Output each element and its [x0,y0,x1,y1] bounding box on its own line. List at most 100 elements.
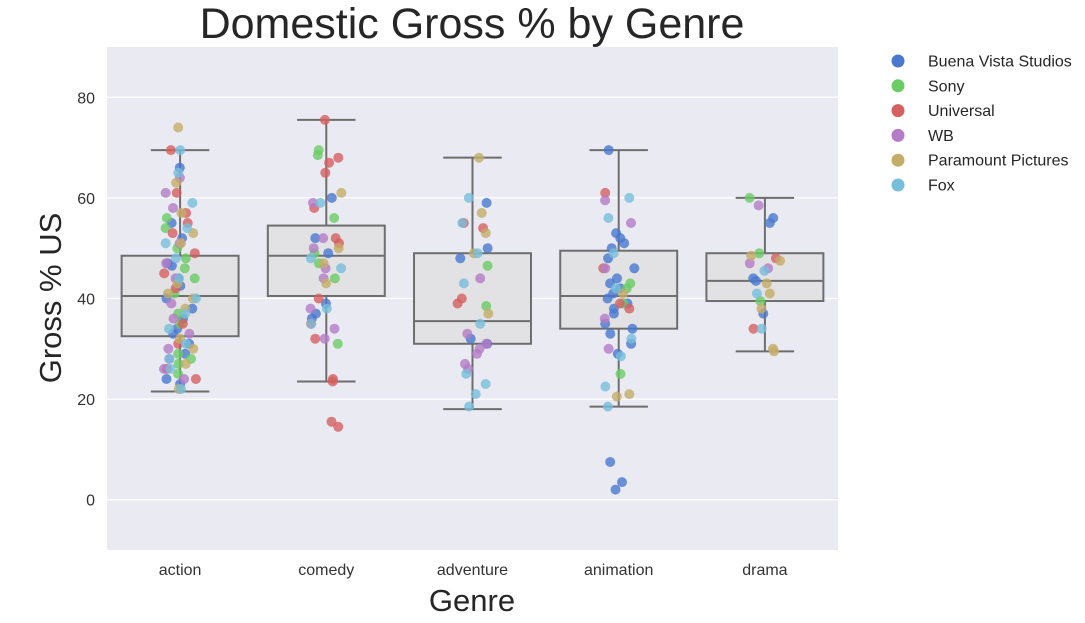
data-point [605,328,616,339]
data-point [180,358,191,369]
y-tick-label: 20 [77,392,95,409]
data-point [188,343,199,354]
data-point [600,195,611,206]
data-point [615,351,626,362]
chart-title: Domestic Gross % by Genre [200,0,745,48]
data-point [751,275,761,286]
legend-label: Sony [928,78,964,95]
data-point [482,260,493,271]
x-tick-label-comedy: comedy [298,562,354,579]
data-point [611,391,622,402]
data-point [318,258,329,269]
data-point [310,233,321,244]
data-point [626,218,636,228]
data-point [166,298,177,309]
data-point [173,348,184,359]
data-point [769,346,779,357]
legend-item: Fox [891,178,955,195]
data-point [775,255,786,266]
data-point [182,223,193,234]
data-point [306,318,317,329]
legend-item: Universal [891,103,995,120]
data-point [756,323,767,334]
data-point [321,278,332,289]
data-point [167,228,178,239]
data-point [305,303,316,314]
data-point [329,213,340,223]
x-axis-label: Genre [429,583,515,618]
data-point [168,203,178,213]
data-point [746,250,757,261]
data-point [336,187,347,198]
data-point [599,313,610,324]
data-point [472,348,482,359]
data-point [626,333,637,344]
legend-label: Paramount Pictures [928,153,1069,170]
data-point [759,265,770,276]
data-point [319,114,330,125]
legend-marker [891,178,905,192]
strip-points [159,114,786,495]
legend-marker [891,54,905,68]
data-point [753,200,764,211]
data-point [164,323,174,334]
box-adventure [413,156,532,411]
data-point [315,197,326,208]
data-point [756,303,767,314]
data-point [615,368,626,379]
x-tick-labels: action comedy adventure animation drama [159,562,788,579]
data-point [482,243,493,254]
data-point [161,258,172,269]
data-point [464,401,475,412]
data-point [764,218,775,228]
data-point [173,122,184,133]
data-point [164,353,175,364]
data-point [618,288,628,299]
data-point [321,303,332,314]
data-point [165,145,176,156]
legend-item: Buena Vista Studios [891,54,1072,71]
y-tick-label: 60 [77,191,95,208]
legend-marker [891,79,905,93]
data-point [179,263,190,274]
data-point [452,298,463,309]
data-point [190,374,201,384]
data-point [162,288,173,299]
box-iqr [413,252,532,345]
data-point [180,253,191,264]
data-point [764,288,775,299]
legend-item: Sony [891,78,964,95]
data-point [481,301,492,311]
data-point [602,293,613,304]
data-point [305,253,316,264]
data-point [161,213,172,223]
data-point [611,283,621,294]
data-point [612,273,622,284]
data-point [329,323,340,334]
data-point [160,238,171,249]
x-tick-label-action: action [159,562,202,579]
data-point [474,152,484,163]
data-point [600,381,611,392]
data-point [475,273,486,284]
data-point [187,197,198,208]
data-point [171,187,182,198]
legend-label: Buena Vista Studios [928,54,1072,71]
data-point [333,421,344,432]
data-point [160,187,171,198]
data-point [600,263,611,274]
data-point [476,208,487,218]
data-point [323,248,334,259]
data-point [187,303,198,314]
data-point [179,374,190,384]
data-point [605,457,616,467]
data-point [333,152,344,163]
data-point [177,318,188,329]
data-point [161,374,172,384]
data-point [336,263,347,274]
data-point [751,288,762,299]
data-point [173,358,184,369]
data-point [627,323,638,334]
data-point [463,192,474,203]
